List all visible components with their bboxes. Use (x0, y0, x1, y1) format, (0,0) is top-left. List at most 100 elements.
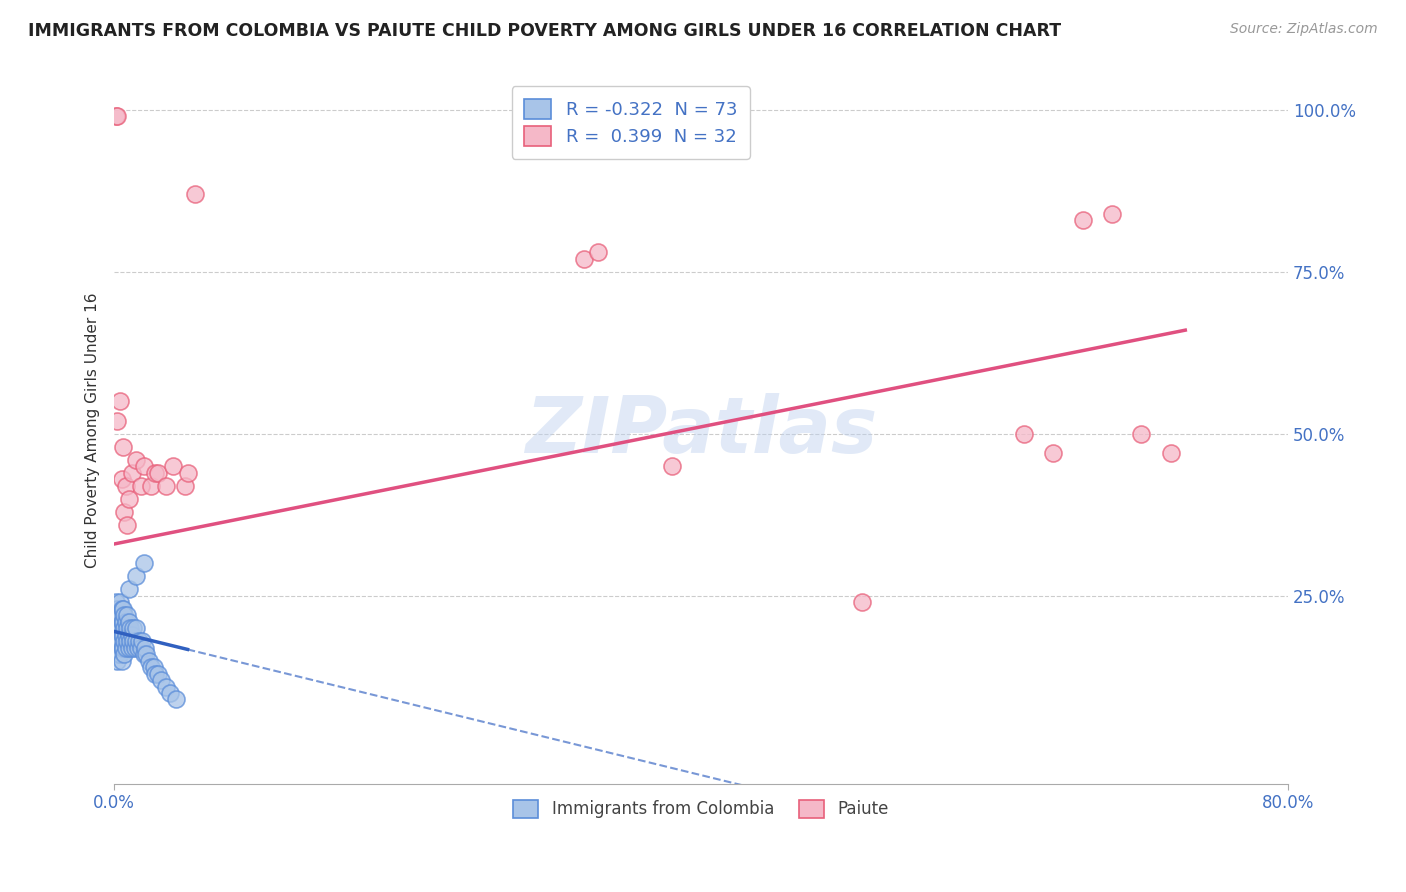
Point (143, 666, 166, 681)
Point (122, 621, 145, 635)
Point (138, 654, 160, 668)
Point (1042, 446, 1064, 460)
Point (107, 608, 129, 623)
Point (107, 621, 129, 635)
Point (110, 601, 132, 615)
Point (142, 660, 165, 674)
Point (124, 640, 146, 655)
Point (108, 394, 131, 409)
Point (105, 615, 128, 629)
Point (105, 109, 128, 123)
Point (125, 621, 148, 635)
Point (110, 628, 132, 642)
Point (117, 621, 139, 635)
Point (127, 640, 149, 655)
Point (114, 621, 136, 635)
Text: Source: ZipAtlas.com: Source: ZipAtlas.com (1230, 22, 1378, 37)
Point (118, 491, 141, 506)
Point (104, 109, 127, 123)
Point (110, 615, 132, 629)
Point (104, 595, 127, 609)
Point (105, 601, 128, 615)
Point (107, 647, 129, 661)
Point (114, 647, 136, 661)
Point (129, 640, 152, 655)
Point (572, 252, 595, 266)
Point (1160, 446, 1182, 460)
Point (121, 628, 143, 642)
Point (105, 640, 128, 655)
Point (105, 628, 128, 642)
Point (120, 621, 142, 635)
Point (108, 621, 131, 635)
Point (105, 654, 128, 668)
Point (104, 647, 127, 661)
Point (173, 478, 195, 492)
Point (108, 608, 131, 623)
Point (117, 634, 139, 648)
Point (107, 634, 129, 648)
Point (148, 466, 170, 480)
Point (1101, 206, 1123, 220)
Point (588, 245, 610, 260)
Point (125, 634, 148, 648)
Point (114, 608, 136, 623)
Point (128, 634, 150, 648)
Point (105, 608, 128, 623)
Point (108, 647, 131, 661)
Point (122, 634, 145, 648)
Legend: Immigrants from Colombia, Paiute: Immigrants from Colombia, Paiute (506, 793, 896, 825)
Point (132, 647, 155, 661)
Point (1012, 426, 1035, 441)
Point (121, 640, 143, 655)
Point (114, 634, 136, 648)
Point (104, 621, 127, 635)
Point (176, 466, 198, 480)
Point (120, 634, 142, 648)
Point (107, 615, 129, 629)
Point (139, 478, 162, 492)
Point (107, 628, 129, 642)
Point (118, 640, 141, 655)
Point (117, 608, 139, 623)
Text: ZIPatlas: ZIPatlas (524, 392, 877, 468)
Point (129, 478, 152, 492)
Point (111, 440, 134, 454)
Point (105, 621, 128, 635)
Point (111, 628, 134, 642)
Point (111, 615, 134, 629)
Point (115, 478, 138, 492)
Point (115, 640, 138, 655)
Y-axis label: Child Poverty Among Girls Under 16: Child Poverty Among Girls Under 16 (86, 293, 100, 568)
Point (118, 615, 141, 629)
Point (110, 654, 132, 668)
Point (155, 680, 177, 694)
Point (139, 660, 162, 674)
Point (132, 459, 155, 474)
Point (108, 595, 131, 609)
Point (111, 640, 134, 655)
Point (118, 628, 141, 642)
Point (105, 414, 128, 428)
Point (115, 628, 138, 642)
Point (159, 686, 181, 700)
Point (150, 673, 173, 687)
Point (121, 466, 143, 480)
Point (134, 640, 156, 655)
Point (162, 459, 184, 474)
Point (851, 595, 873, 609)
Point (155, 478, 177, 492)
Point (143, 466, 166, 480)
Point (165, 692, 187, 706)
Point (148, 666, 170, 681)
Point (117, 517, 139, 532)
Point (111, 601, 134, 615)
Point (135, 647, 157, 661)
Text: IMMIGRANTS FROM COLOMBIA VS PAIUTE CHILD POVERTY AMONG GIRLS UNDER 16 CORRELATIO: IMMIGRANTS FROM COLOMBIA VS PAIUTE CHILD… (28, 22, 1062, 40)
Point (661, 459, 683, 474)
Point (125, 569, 148, 583)
Point (1071, 213, 1094, 227)
Point (110, 640, 132, 655)
Point (115, 615, 138, 629)
Point (1130, 426, 1153, 441)
